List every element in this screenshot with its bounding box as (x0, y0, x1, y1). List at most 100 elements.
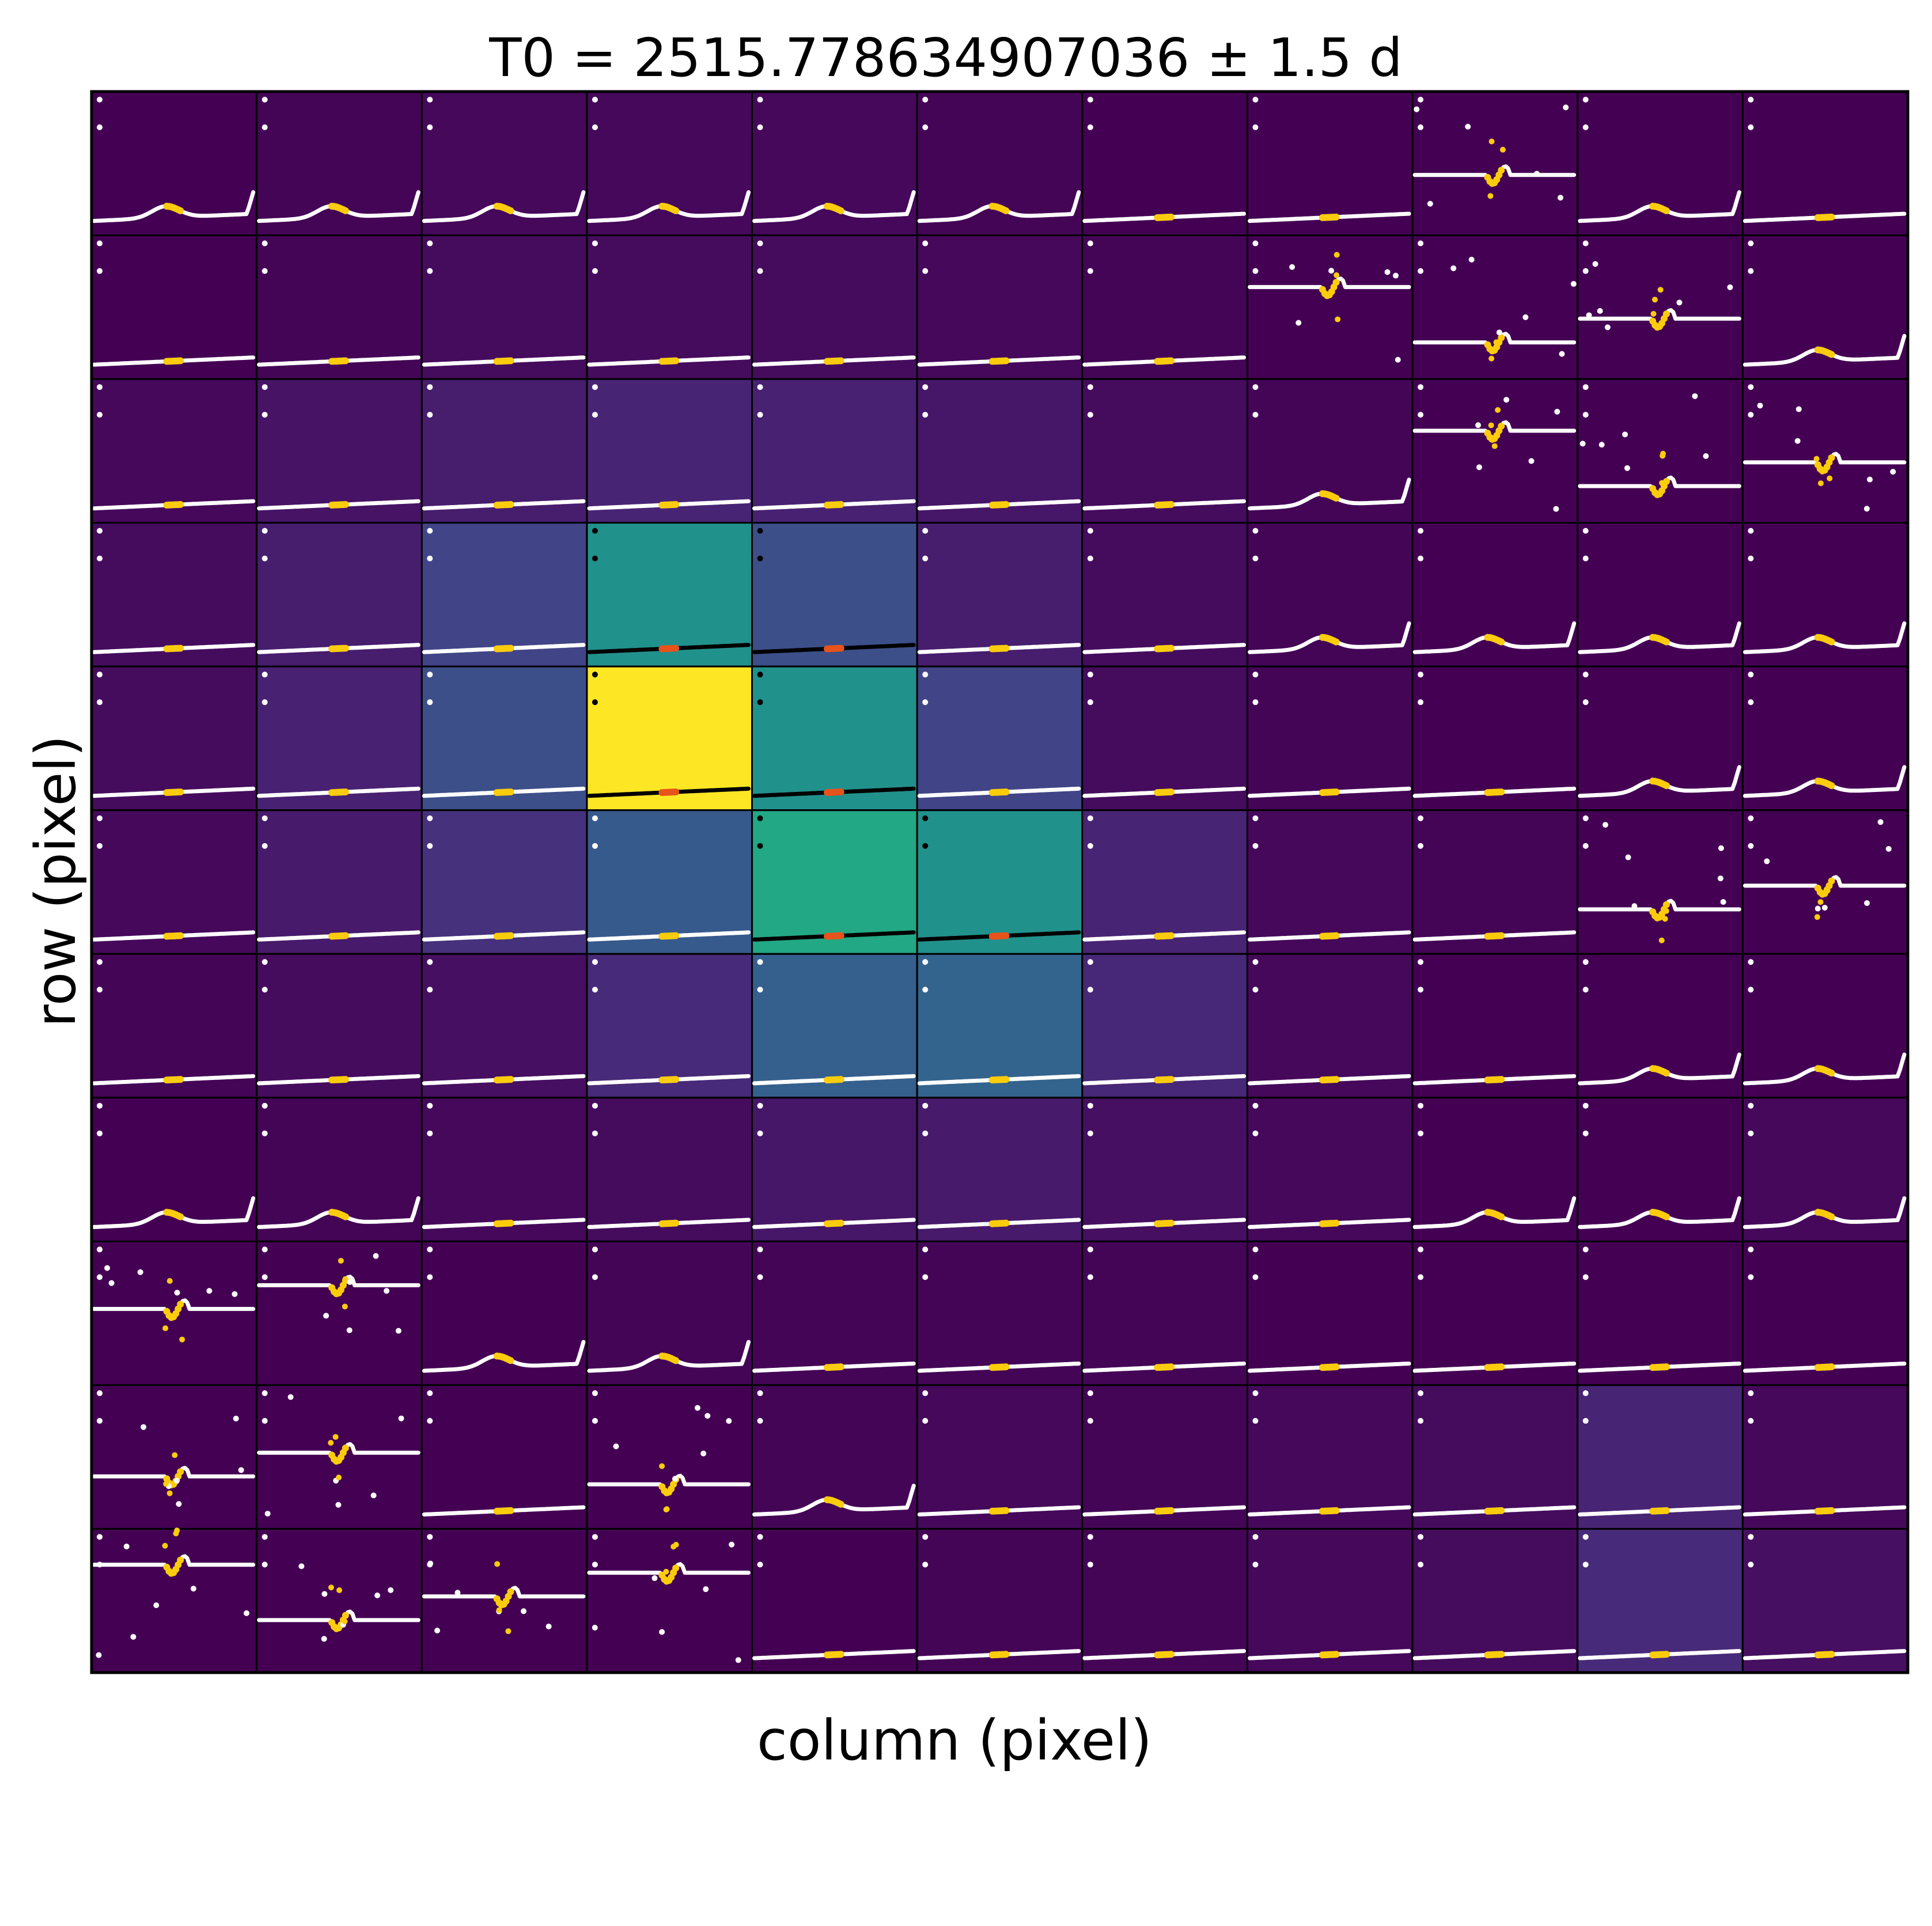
pixel-cell-r6-c5 (916, 953, 1084, 1099)
corner-point (1087, 124, 1093, 130)
in-transit-point (1498, 788, 1505, 795)
corner-point (757, 815, 763, 821)
corner-point (1252, 1130, 1259, 1136)
pixel-background (751, 665, 918, 812)
corner-point (97, 1417, 103, 1424)
outlier-transit-point (174, 1527, 180, 1534)
in-transit-point (672, 357, 680, 365)
outlier-transit-point (1659, 480, 1665, 486)
outlier-transit-point (162, 1325, 169, 1332)
pixel-cell-r7-c6 (1081, 1097, 1248, 1242)
pixel-background (1741, 1240, 1909, 1386)
in-transit-point (1332, 1651, 1340, 1658)
pixel-cell-r3-c6 (1081, 522, 1248, 668)
pixel-background (1411, 1527, 1579, 1674)
in-transit-point (672, 1564, 680, 1572)
pixel-cell-r1-c0 (90, 234, 258, 380)
corner-point (922, 1561, 929, 1568)
corner-point (262, 240, 268, 247)
outlier-point (374, 1593, 381, 1599)
outlier-point (1468, 256, 1475, 263)
corner-point (592, 1534, 598, 1540)
grid-frame (90, 90, 1910, 1674)
pixel-background (1577, 234, 1744, 380)
outlier-point (735, 1657, 741, 1663)
outlier-point (1450, 265, 1457, 271)
outlier-transit-point (166, 1490, 173, 1496)
pixel-cell-r8-c10 (1741, 1240, 1909, 1386)
pixel-background (1081, 378, 1248, 524)
corner-point (1252, 815, 1259, 821)
outlier-point (1557, 195, 1563, 201)
corner-point (1087, 384, 1093, 390)
corner-point (1418, 97, 1424, 103)
pixel-cell-r9-c4 (751, 1384, 918, 1530)
in-transit-point (1002, 644, 1010, 652)
outlier-point (704, 1413, 711, 1419)
pixel-cell-r5-c6 (1081, 809, 1248, 955)
outlier-point (1503, 397, 1510, 403)
outlier-transit-point (1660, 450, 1666, 457)
outlier-transit-point (162, 1542, 168, 1549)
outlier-point (1764, 858, 1770, 865)
pixel-cell-r5-c3 (586, 809, 753, 955)
outlier-transit-point (342, 1276, 348, 1282)
outlier-point (703, 1586, 709, 1593)
corner-point (757, 528, 763, 534)
in-transit-point (507, 501, 514, 508)
pixel-cell-r9-c1 (256, 1384, 423, 1530)
corner-point (262, 528, 268, 534)
corner-point (592, 412, 598, 418)
corner-point (1087, 1390, 1093, 1396)
in-transit-point (342, 207, 349, 214)
in-transit-point (1167, 1363, 1175, 1371)
pixel-cell-r5-c0 (90, 809, 258, 955)
corner-point (1087, 412, 1093, 418)
corner-point (1252, 97, 1259, 103)
pixel-cell-r7-c7 (1246, 1097, 1414, 1242)
in-transit-point (1498, 1213, 1505, 1220)
in-transit-point (507, 207, 514, 214)
corner-point (922, 959, 929, 965)
corner-point (922, 1102, 929, 1109)
corner-point (757, 124, 763, 130)
pixel-background (751, 1527, 918, 1674)
corner-point (1252, 1102, 1259, 1109)
pixel-cell-r9-c5 (916, 1384, 1084, 1530)
pixel-background (1577, 1240, 1744, 1386)
corner-point (592, 987, 598, 993)
corner-point (592, 555, 598, 562)
pixel-background (256, 234, 423, 380)
corner-point (757, 699, 763, 706)
corner-point (1582, 672, 1589, 678)
in-transit-point (1662, 1507, 1670, 1514)
pixel-background (751, 234, 918, 380)
outlier-point (1867, 476, 1873, 483)
pixel-background (1411, 90, 1579, 237)
corner-point (427, 1274, 433, 1280)
in-transit-point (1002, 501, 1010, 508)
pixel-background (916, 522, 1084, 668)
in-transit-point (342, 1213, 349, 1220)
pixel-background (1741, 1384, 1909, 1530)
pixel-cell-r2-c3 (586, 378, 753, 524)
outlier-point (1496, 329, 1502, 336)
corner-point (1582, 1274, 1589, 1280)
outlier-transit-point (1489, 346, 1495, 352)
outlier-transit-point (1334, 252, 1340, 258)
pixel-cell-r0-c5 (916, 90, 1084, 237)
outlier-point (1476, 464, 1483, 471)
corner-point (1748, 959, 1754, 965)
in-transit-point (1662, 638, 1670, 646)
outlier-transit-point (663, 1506, 669, 1512)
pixel-cell-r4-c6 (1081, 665, 1248, 812)
corner-point (1087, 97, 1093, 103)
corner-point (1252, 959, 1259, 965)
corner-point (1418, 1130, 1424, 1136)
corner-point (1582, 843, 1589, 849)
outlier-point (545, 1623, 552, 1629)
corner-point (1418, 1561, 1424, 1568)
outlier-point (694, 1405, 700, 1411)
pixel-cell-r0-c0 (90, 90, 258, 237)
pixel-background (1577, 378, 1744, 524)
